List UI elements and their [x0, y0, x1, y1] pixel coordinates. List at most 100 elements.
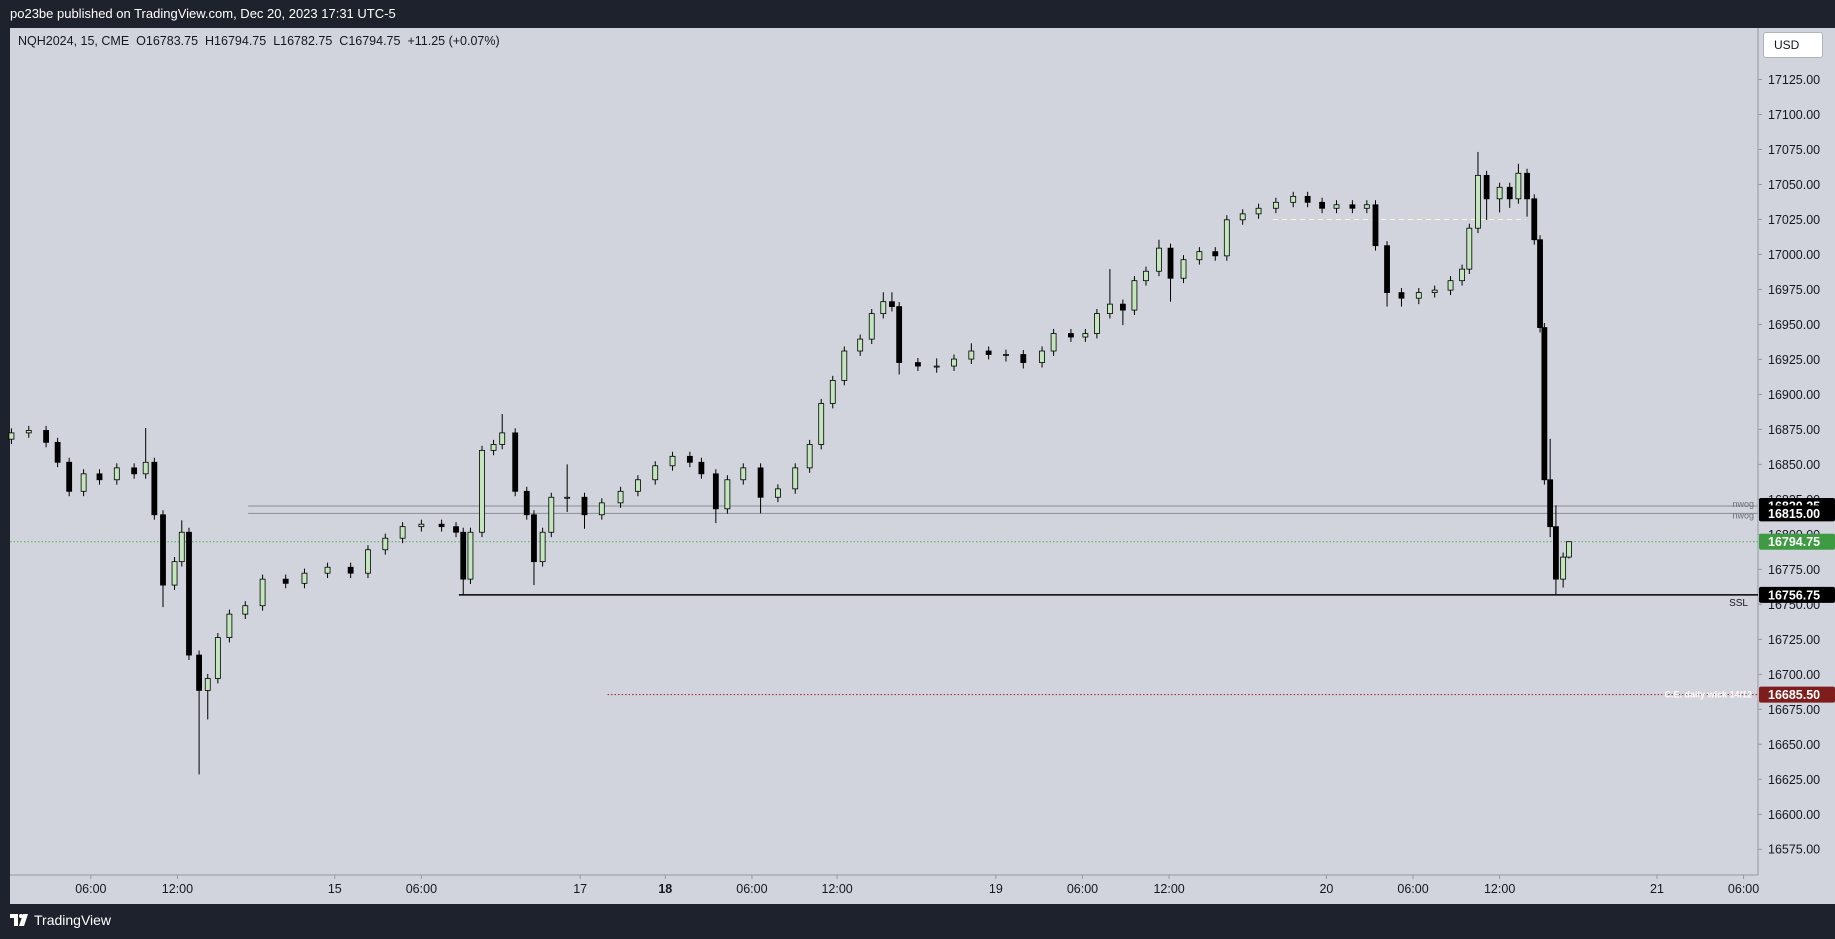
- candle-body: [160, 514, 166, 586]
- candle-body: [818, 403, 825, 445]
- y-tick-label: 16625.00: [1768, 773, 1820, 787]
- candle-body: [1459, 268, 1465, 282]
- candle-body: [933, 365, 940, 368]
- y-tick-label: 17100.00: [1768, 108, 1820, 122]
- symbol-info: NQH2024, 15, CME O16783.75 H16794.75 L16782…: [18, 34, 507, 48]
- candle-body: [226, 613, 233, 638]
- y-tick-label: 16900.00: [1768, 388, 1820, 402]
- ohlc-close: C16794.75: [339, 34, 401, 48]
- candle-body: [479, 449, 485, 533]
- candle-body: [686, 455, 693, 463]
- x-tick-label: 12:00: [1153, 882, 1184, 896]
- candle-body: [8, 432, 15, 440]
- level-text: nwog: [1732, 510, 1754, 520]
- x-tick-label: 06:00: [1397, 882, 1428, 896]
- currency-button[interactable]: USD: [1763, 32, 1823, 58]
- y-tick-label: 16575.00: [1768, 843, 1820, 857]
- candle-body: [214, 637, 221, 679]
- candle-body: [399, 526, 406, 539]
- candle-body: [1212, 251, 1219, 257]
- candle-body: [889, 301, 895, 307]
- candle-body: [467, 531, 474, 580]
- y-tick-label: 16875.00: [1768, 423, 1820, 437]
- y-tick-label: 16850.00: [1768, 458, 1820, 472]
- chart-background: [10, 28, 1835, 904]
- candle-body: [301, 572, 308, 584]
- candle-body: [698, 461, 705, 475]
- candle-body: [652, 465, 659, 481]
- y-tick-label: 16700.00: [1768, 668, 1820, 682]
- candle-body: [598, 502, 605, 516]
- price-tag: [1759, 505, 1835, 522]
- price-tag-label: 16685.50: [1768, 688, 1820, 702]
- x-tick-label: 12:00: [821, 882, 852, 896]
- candle-body: [1531, 198, 1538, 241]
- candle-body: [1524, 172, 1530, 200]
- publish-header: po23be published on TradingView.com, Dec…: [10, 6, 396, 21]
- candle-body: [66, 461, 73, 492]
- symbol: NQH2024, 15, CME: [18, 34, 130, 48]
- candle-body: [1475, 174, 1481, 229]
- candle-body: [1180, 259, 1187, 279]
- change: +11.25 (+0.07%): [407, 34, 500, 48]
- brand: TradingView: [34, 912, 112, 928]
- candle-body: [617, 490, 624, 504]
- candle-body: [1319, 201, 1325, 209]
- price-tag-label: 16815.00: [1768, 507, 1820, 521]
- candle-body: [499, 432, 506, 445]
- ohlc-low: L16782.75: [273, 34, 333, 48]
- x-tick-label: 21: [1650, 882, 1664, 896]
- candle-body: [1196, 251, 1203, 261]
- x-tick-label: 12:00: [1484, 882, 1515, 896]
- candle-body: [1050, 333, 1057, 352]
- candle-body: [1003, 354, 1009, 356]
- candle-body: [1553, 526, 1559, 580]
- candle-body: [669, 455, 676, 467]
- y-tick-label: 16925.00: [1768, 353, 1820, 367]
- candle-body: [1566, 541, 1572, 558]
- candle-body: [1304, 195, 1311, 203]
- candle-body: [1167, 247, 1174, 279]
- candle-body: [792, 467, 799, 490]
- candle-body: [1223, 219, 1230, 257]
- candle-body: [757, 467, 764, 498]
- candle-body: [829, 380, 836, 404]
- candle-body: [365, 549, 371, 574]
- footer: TradingView: [10, 912, 111, 928]
- candle-body: [1363, 204, 1370, 209]
- candle-body: [1372, 204, 1379, 247]
- candle-body: [1466, 227, 1473, 270]
- candle-body: [282, 578, 289, 584]
- y-tick-label: 16675.00: [1768, 703, 1820, 717]
- candle-body: [151, 461, 158, 516]
- x-tick-label: 15: [328, 882, 342, 896]
- y-tick-label: 16650.00: [1768, 738, 1820, 752]
- candle-body: [1094, 313, 1100, 334]
- candle-body: [740, 467, 747, 481]
- candle-body: [1349, 204, 1356, 209]
- candle-body: [186, 531, 192, 656]
- candle-body: [512, 432, 519, 492]
- candle-body: [531, 514, 537, 563]
- candle-body: [724, 479, 731, 510]
- candle-body: [1020, 354, 1027, 363]
- candle-body: [1106, 303, 1113, 314]
- candle-body: [1515, 172, 1522, 200]
- logo: [10, 914, 28, 926]
- candle-body: [382, 537, 389, 551]
- candle-body: [1496, 186, 1503, 200]
- candle-body: [775, 488, 781, 498]
- candle-body: [548, 496, 555, 533]
- candle-body: [1541, 327, 1548, 481]
- ohlc-open: O16783.75: [136, 34, 199, 48]
- y-tick-label: 17075.00: [1768, 143, 1820, 157]
- candle-body: [324, 566, 331, 574]
- y-tick-label: 17025.00: [1768, 213, 1820, 227]
- candle-body: [968, 350, 975, 360]
- candle-body: [25, 430, 32, 434]
- candle-body: [951, 358, 957, 367]
- candle-body: [1447, 280, 1454, 291]
- candle-body: [1255, 207, 1262, 215]
